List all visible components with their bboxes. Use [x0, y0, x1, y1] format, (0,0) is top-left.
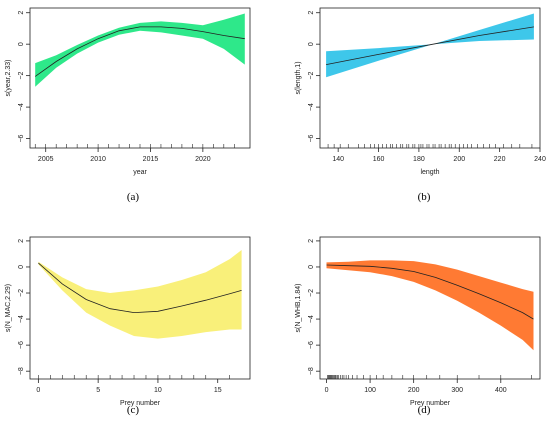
y-tick-label: −2 [18, 72, 25, 80]
plot-frame [319, 7, 541, 149]
x-tick-label: 220 [494, 156, 506, 163]
x-tick-label: 2015 [143, 156, 159, 163]
y-tick-label: 2 [18, 239, 25, 243]
y-tick-label: −4 [308, 315, 315, 323]
y-tick-label: 2 [308, 239, 315, 243]
smooth-line [38, 262, 242, 314]
y-tick-label: −2 [308, 289, 315, 297]
y-tick-label: 0 [308, 42, 315, 46]
y-tick-label: −4 [308, 103, 315, 111]
confidence-band [38, 250, 242, 339]
panel-d: 0 100 200 300 400 −8 −6 −4 −2 0 2 Prey number s(N_WH… [295, 236, 541, 416]
y-tick-label: −6 [308, 134, 315, 142]
panel-caption: (d) [418, 404, 431, 416]
x-axis-title: length [420, 169, 439, 176]
x-tick-label: 2020 [195, 156, 211, 163]
panel-b: 140 160 180 200 220 240 −6 −4 −2 0 2 length s(length… [295, 7, 546, 203]
y-tick-label: −4 [18, 103, 25, 111]
y-axis-title: s(length,1) [295, 61, 302, 94]
y-tick-label: −2 [18, 289, 25, 297]
y-tick-label: −8 [18, 367, 25, 375]
x-tick-label: 100 [364, 387, 376, 394]
x-tick-label: 2005 [38, 156, 54, 163]
y-tick-label: −4 [18, 315, 25, 323]
y-axis-title: s(year,2.33) [5, 60, 12, 97]
panel-a: 2005 2010 2015 2020 −6 −4 −2 0 2 year s(year,2.33)… [5, 7, 251, 203]
y-tick-label: 0 [18, 265, 25, 269]
x-tick-label: 200 [408, 387, 420, 394]
plot-frame [319, 236, 541, 380]
y-tick-label: −6 [18, 134, 25, 142]
x-tick-label: 240 [534, 156, 546, 163]
y-axis-title: s(N_WHB,1.84) [295, 283, 302, 332]
y-tick-label: 0 [308, 265, 315, 269]
panel-caption: (a) [127, 191, 140, 203]
panel-c: 0 5 10 15 −8 −6 −4 −2 0 2 Prey number s(N_MAC,2.29)… [5, 236, 251, 416]
plot-frame [29, 236, 251, 380]
confidence-band [326, 260, 534, 351]
x-tick-label: 2010 [90, 156, 106, 163]
smooth-line [326, 264, 534, 320]
y-tick-label: −8 [308, 367, 315, 375]
smooth-line [326, 26, 534, 65]
y-tick-label: 2 [308, 11, 315, 15]
y-tick-label: −6 [308, 341, 315, 349]
x-tick-label: 200 [453, 156, 465, 163]
x-tick-label: 140 [332, 156, 344, 163]
x-tick-label: 15 [214, 387, 222, 394]
y-tick-label: 0 [18, 42, 25, 46]
y-axis-title: s(N_MAC,2.29) [5, 284, 12, 332]
x-tick-label: 160 [373, 156, 385, 163]
x-tick-label: 300 [451, 387, 463, 394]
confidence-band [326, 13, 534, 78]
x-tick-label: 0 [36, 387, 40, 394]
x-axis-title: Prey number [410, 400, 451, 407]
smooth-line [34, 26, 245, 77]
panel-caption: (b) [418, 191, 431, 203]
y-tick-label: −6 [18, 341, 25, 349]
x-tick-label: 10 [154, 387, 162, 394]
x-axis-title: Prey number [120, 400, 161, 407]
x-tick-label: 5 [96, 387, 100, 394]
confidence-band [35, 13, 245, 87]
x-tick-label: 0 [325, 387, 329, 394]
y-tick-label: −2 [308, 72, 315, 80]
y-tick-label: 2 [18, 11, 25, 15]
x-axis-title: year [133, 169, 147, 176]
x-tick-label: 180 [413, 156, 425, 163]
panel-caption: (c) [127, 404, 140, 416]
x-tick-label: 400 [495, 387, 507, 394]
